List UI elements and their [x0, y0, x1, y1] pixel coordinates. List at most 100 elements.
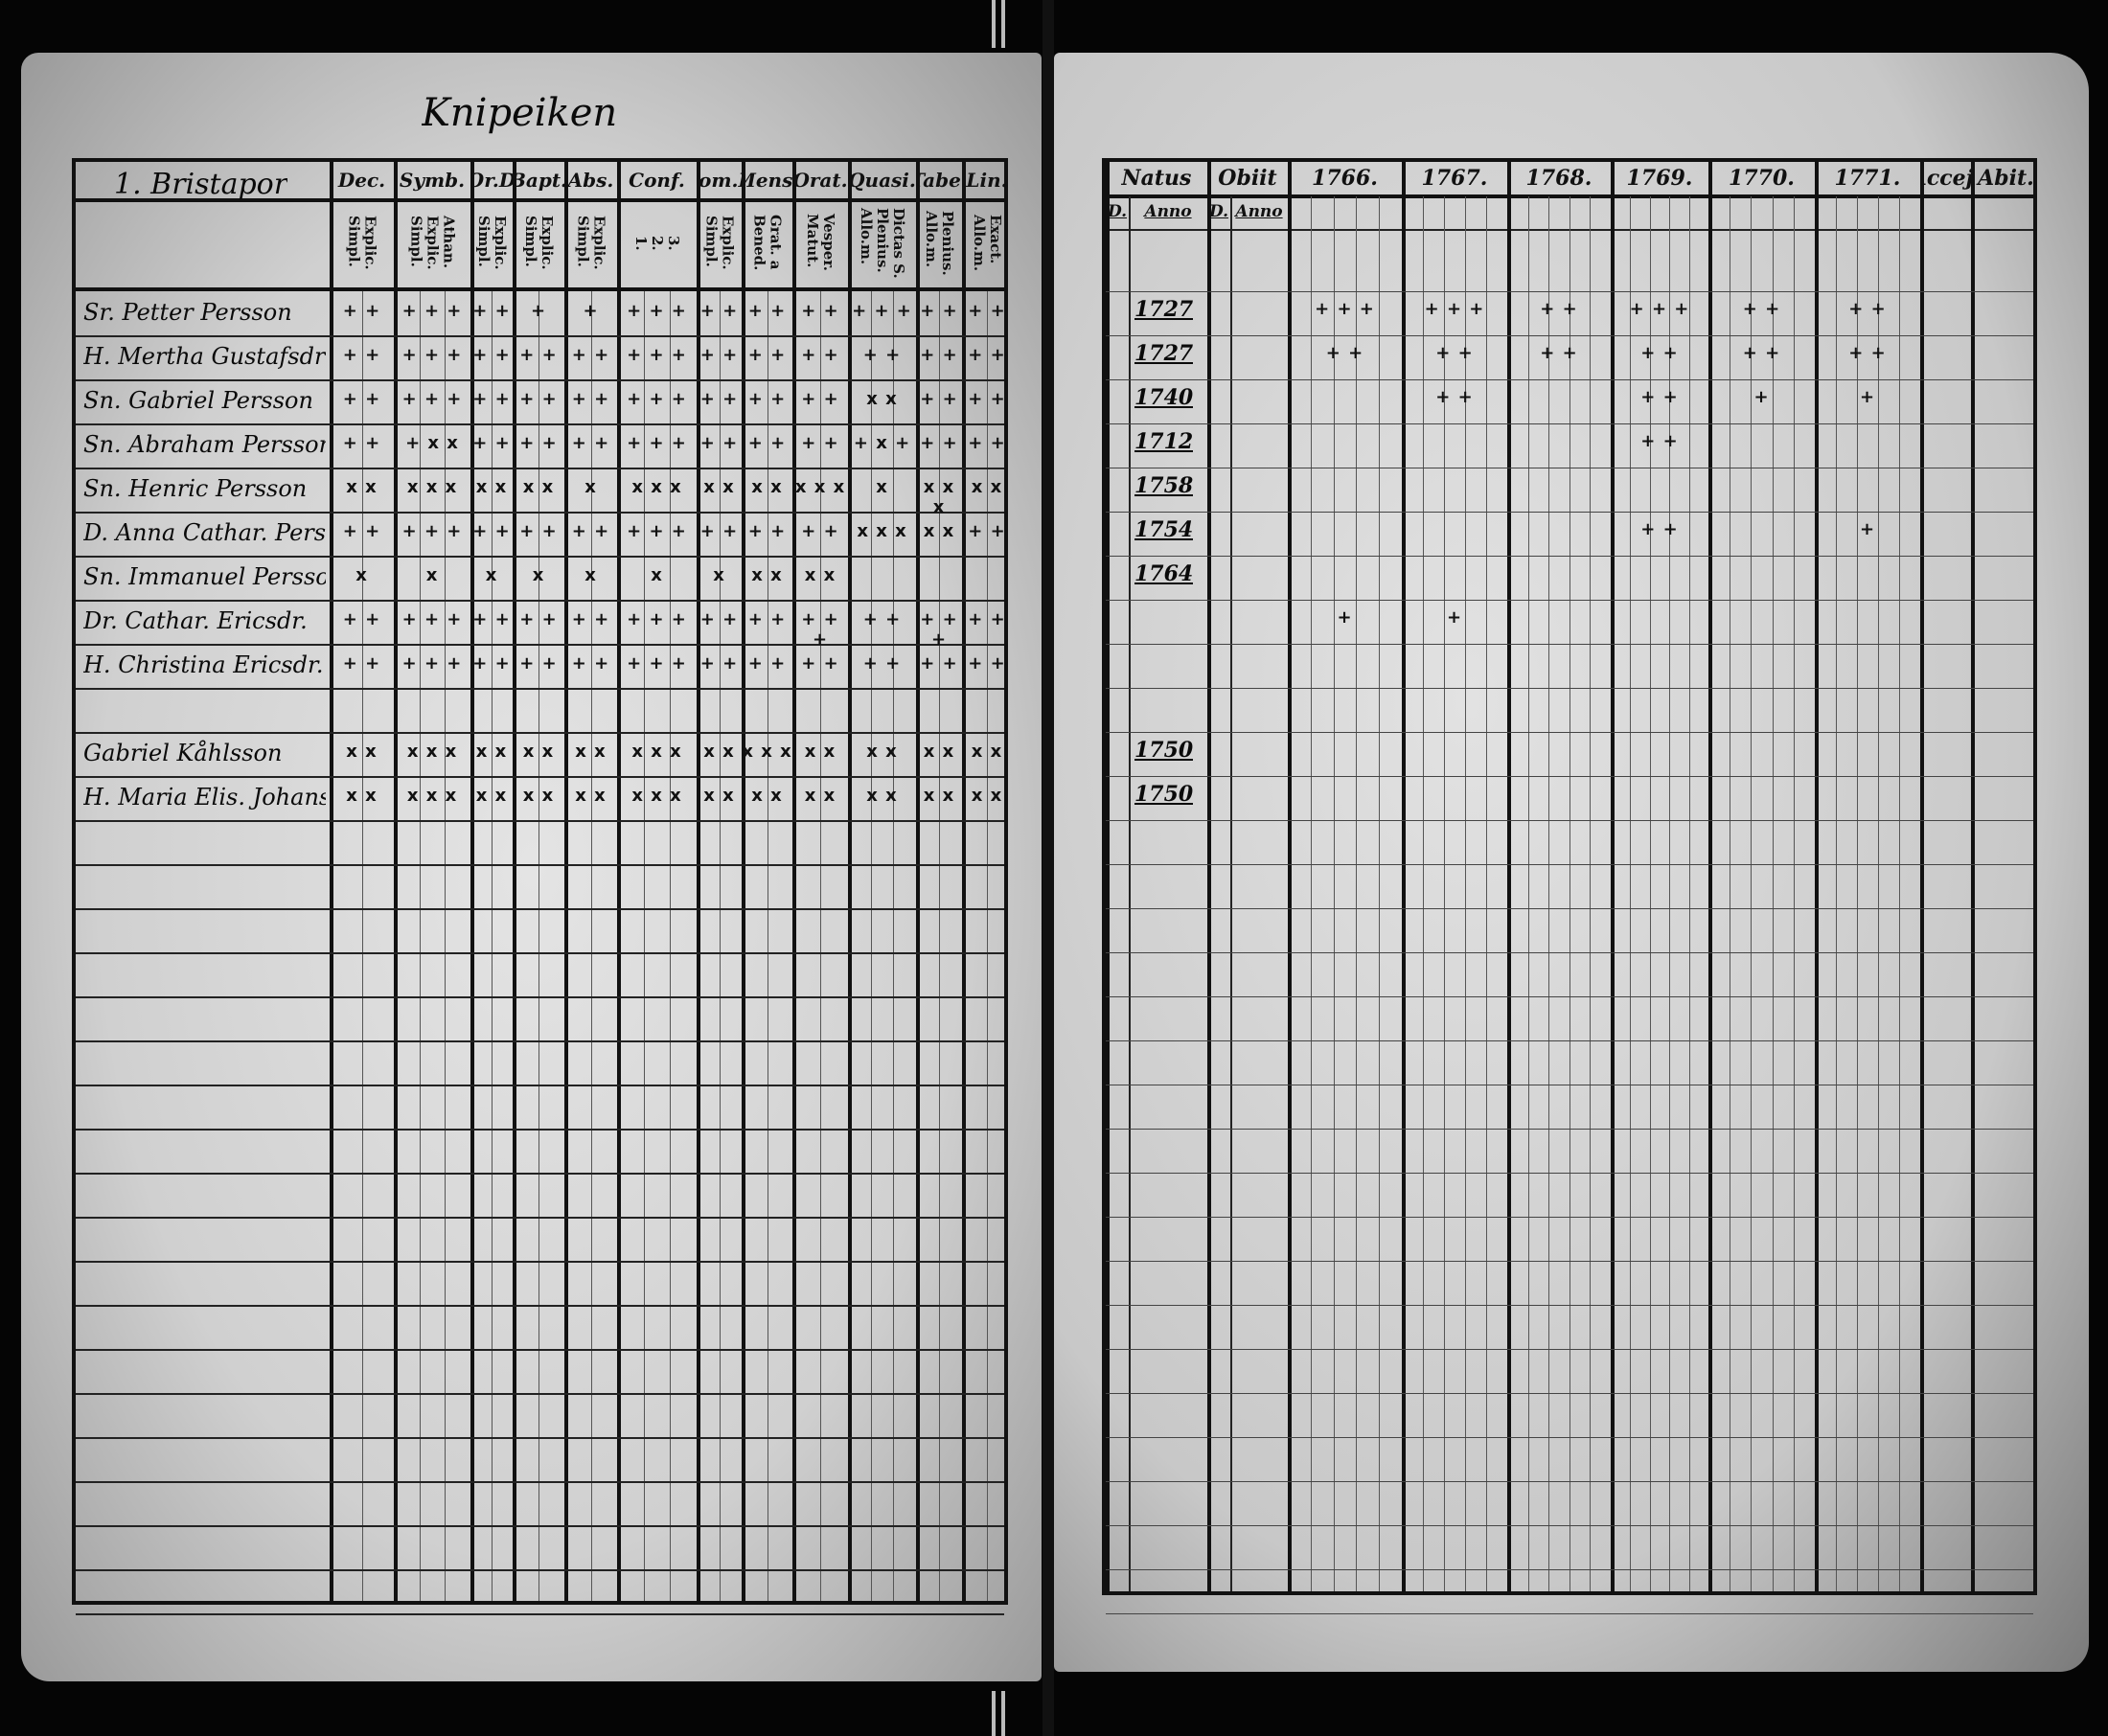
- binding-clip: [992, 1691, 996, 1736]
- exam-mark: + +: [862, 653, 902, 674]
- column-divider: [330, 162, 333, 1601]
- exam-mark: +: [530, 301, 547, 321]
- exam-mark: + +: [920, 301, 958, 321]
- row-line: [1106, 952, 2033, 953]
- exam-mark: + +: [342, 345, 381, 365]
- exam-mark: x x x: [857, 521, 907, 541]
- person-name: H. Christina Ericsdr.: [83, 651, 324, 678]
- exam-mark: + +: [968, 653, 1006, 674]
- exam-mark: x x x: [794, 477, 846, 497]
- exam-mark: x x: [866, 389, 898, 409]
- row-line: [76, 1569, 1004, 1571]
- exam-mark: x: [876, 477, 888, 497]
- row-line: [76, 732, 1004, 734]
- exam-mark: + +: [519, 521, 558, 541]
- subcolumn-line: [1857, 196, 1858, 1591]
- exam-mark: x x: [866, 742, 898, 762]
- exam-mark: + + +: [920, 609, 958, 650]
- row-line: [1106, 1261, 2033, 1262]
- exam-mark: + + +: [852, 301, 912, 321]
- exam-mark: + +: [747, 653, 787, 674]
- exam-mark: + +: [472, 389, 511, 409]
- binding-clip: [1001, 1691, 1005, 1736]
- exam-mark: + +: [968, 345, 1006, 365]
- row-line: [76, 1437, 1004, 1439]
- exam-mark: + +: [699, 301, 739, 321]
- exam-mark: + +: [968, 609, 1006, 629]
- column-divider: [792, 162, 796, 1601]
- exam-mark: x x: [522, 742, 555, 762]
- subcolumn-line: [1899, 196, 1900, 1591]
- exam-mark: + +: [519, 653, 558, 674]
- column-header: Quasi.: [848, 169, 916, 192]
- exam-mark: + +: [472, 345, 511, 365]
- attendance-mark: + +: [1540, 343, 1578, 363]
- exam-mark: +: [583, 301, 599, 321]
- exam-mark: + +: [342, 609, 381, 629]
- column-divider: [848, 162, 852, 1601]
- person-name: H. Mertha Gustafsdr: [83, 343, 326, 370]
- birth-year: 1727: [1134, 297, 1194, 322]
- column-subheader: Anno: [1235, 202, 1283, 221]
- person-name: Sn. Gabriel Persson: [83, 387, 313, 414]
- column-header: Obiit: [1218, 166, 1277, 191]
- attendance-mark: +: [1859, 519, 1876, 539]
- exam-mark: + + +: [401, 301, 463, 321]
- exam-mark: + + +: [801, 609, 839, 650]
- subcolumn-line: [1878, 196, 1879, 1591]
- row-line: [1106, 1173, 2033, 1174]
- column-divider: [1611, 162, 1615, 1591]
- row-line: [76, 1173, 1004, 1175]
- column-divider: [916, 162, 920, 1601]
- row-line: [1106, 1613, 2033, 1614]
- subcolumn-line: [1379, 196, 1381, 1591]
- exam-mark: x: [485, 565, 498, 585]
- exam-mark: + +: [571, 521, 610, 541]
- exam-mark: x x x: [631, 742, 682, 762]
- column-header: Symb.: [399, 169, 466, 192]
- exam-mark: + +: [699, 609, 739, 629]
- column-divider: [394, 162, 398, 1601]
- exam-mark: x x: [703, 786, 735, 806]
- row-line: [76, 688, 1004, 690]
- birth-year: 1727: [1134, 341, 1194, 366]
- column-subheader: Anno: [1144, 202, 1192, 221]
- person-name: Gabriel Kåhlsson: [83, 740, 283, 766]
- attendance-mark: + + +: [1315, 299, 1375, 319]
- row-line: [1106, 335, 2033, 336]
- exam-mark: x x: [923, 786, 955, 806]
- right-page: [1054, 53, 2089, 1672]
- subcolumn-line: [1649, 196, 1651, 1591]
- subcolumn-line: [1333, 196, 1335, 1591]
- exam-mark: x: [532, 565, 545, 585]
- column-subheader: Dictas S. Plenius. Allo.m.: [858, 207, 907, 279]
- column-header: Dec.: [337, 169, 386, 192]
- exam-mark: + +: [920, 345, 958, 365]
- subcolumn-line: [1310, 196, 1312, 1591]
- attendance-mark: + +: [1848, 299, 1887, 319]
- exam-mark: x: [425, 565, 439, 585]
- row-line: [76, 600, 1004, 602]
- column-subheader: D.: [1208, 202, 1229, 221]
- exam-mark: x x: [346, 742, 378, 762]
- column-subheader: Athan. Explic. Simpl.: [407, 216, 458, 270]
- attendance-mark: + +: [1640, 519, 1679, 539]
- exam-mark: + +: [968, 521, 1006, 541]
- exam-mark: + +: [747, 301, 787, 321]
- row-line: [1106, 423, 2033, 424]
- column-divider: [962, 162, 966, 1601]
- exam-mark: x: [651, 565, 663, 585]
- exam-mark: x x: [866, 786, 898, 806]
- row-line: [76, 820, 1004, 822]
- exam-mark: x: [584, 565, 597, 585]
- exam-mark: x x: [751, 477, 783, 497]
- exam-mark: + +: [747, 345, 787, 365]
- exam-mark: x x x: [631, 477, 682, 497]
- column-subheader: Explic. Simpl.: [475, 216, 509, 270]
- row-line: [1106, 688, 2033, 689]
- subcolumn-line: [893, 291, 895, 1601]
- subcolumn-line: [1230, 196, 1232, 1591]
- column-subheader: Grat. a Bened.: [750, 215, 785, 271]
- column-divider: [1402, 162, 1406, 1591]
- column-header: 1770.: [1729, 166, 1795, 191]
